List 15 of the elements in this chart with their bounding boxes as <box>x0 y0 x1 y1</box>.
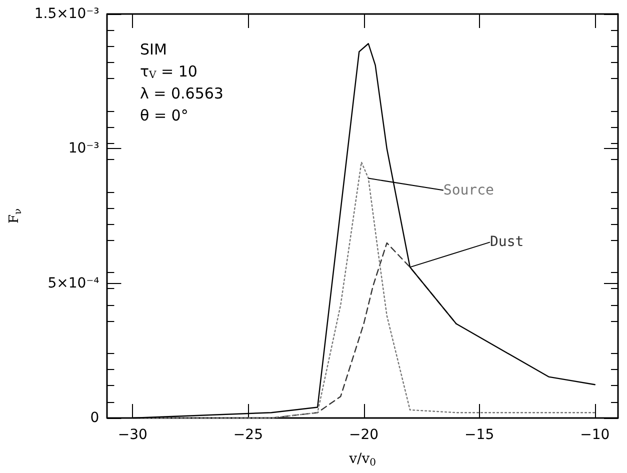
annotation: λ = 0.6563 <box>140 84 224 102</box>
y-tick-label: 10⁻³ <box>68 140 100 157</box>
y-axis-title: Fν <box>7 208 24 224</box>
annotation: θ = 0° <box>140 106 188 124</box>
text: Dust <box>490 234 524 250</box>
x-tick-label: −15 <box>464 427 494 443</box>
x-tick-label: −10 <box>580 427 610 443</box>
x-tick-label: −30 <box>118 427 148 443</box>
annotation: SIM <box>140 40 167 58</box>
y-tick-label: 1.5×10⁻³ <box>34 6 100 22</box>
y-tick-label: 5×10⁻⁴ <box>48 275 100 292</box>
y-tick-label: 0 <box>90 410 100 426</box>
x-tick-label: −20 <box>348 427 379 443</box>
text: Source <box>443 182 494 198</box>
x-tick-label: −25 <box>233 427 263 443</box>
